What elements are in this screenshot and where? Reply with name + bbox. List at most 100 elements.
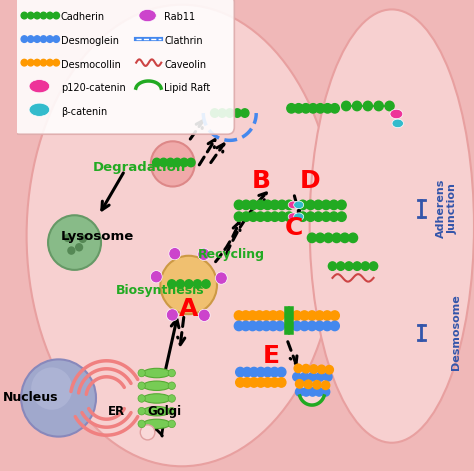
Circle shape bbox=[263, 200, 272, 210]
Text: Desmocollin: Desmocollin bbox=[61, 59, 121, 70]
Circle shape bbox=[48, 215, 101, 270]
Circle shape bbox=[270, 212, 279, 221]
Circle shape bbox=[302, 365, 310, 373]
Circle shape bbox=[75, 243, 83, 252]
Circle shape bbox=[323, 311, 332, 320]
Circle shape bbox=[198, 309, 210, 321]
Circle shape bbox=[340, 233, 349, 243]
Ellipse shape bbox=[29, 103, 50, 116]
Circle shape bbox=[309, 388, 317, 396]
Circle shape bbox=[160, 256, 217, 314]
Circle shape bbox=[292, 321, 301, 331]
Circle shape bbox=[166, 158, 174, 167]
Circle shape bbox=[309, 104, 318, 113]
Circle shape bbox=[302, 388, 310, 396]
Circle shape bbox=[330, 104, 339, 113]
Circle shape bbox=[298, 200, 307, 210]
Circle shape bbox=[256, 200, 265, 210]
Circle shape bbox=[159, 158, 168, 167]
Text: Desmosome: Desmosome bbox=[451, 294, 461, 370]
Circle shape bbox=[34, 59, 40, 66]
Circle shape bbox=[241, 109, 249, 117]
Circle shape bbox=[307, 233, 317, 243]
Circle shape bbox=[53, 59, 59, 66]
Circle shape bbox=[325, 365, 333, 374]
Circle shape bbox=[337, 262, 345, 270]
Circle shape bbox=[316, 373, 324, 381]
Text: Recycling: Recycling bbox=[198, 248, 265, 261]
Circle shape bbox=[275, 311, 284, 320]
Circle shape bbox=[321, 381, 330, 390]
Circle shape bbox=[308, 321, 317, 331]
Text: Lipid Raft: Lipid Raft bbox=[164, 83, 211, 93]
Ellipse shape bbox=[143, 394, 171, 403]
Circle shape bbox=[262, 311, 271, 320]
Circle shape bbox=[270, 378, 279, 387]
Text: Nucleus: Nucleus bbox=[2, 391, 58, 404]
Circle shape bbox=[315, 311, 324, 320]
Circle shape bbox=[53, 36, 59, 42]
Circle shape bbox=[298, 212, 307, 221]
Circle shape bbox=[249, 367, 258, 377]
Circle shape bbox=[321, 200, 331, 210]
Circle shape bbox=[318, 365, 326, 374]
Ellipse shape bbox=[139, 9, 156, 22]
Circle shape bbox=[243, 378, 252, 387]
Circle shape bbox=[40, 12, 46, 19]
Circle shape bbox=[262, 321, 271, 331]
Circle shape bbox=[138, 382, 146, 390]
Circle shape bbox=[321, 388, 330, 396]
Circle shape bbox=[241, 200, 251, 210]
Text: β-catenin: β-catenin bbox=[61, 106, 107, 117]
Text: ER: ER bbox=[108, 406, 125, 418]
Circle shape bbox=[275, 321, 284, 331]
Circle shape bbox=[256, 212, 265, 221]
Ellipse shape bbox=[143, 406, 171, 416]
Circle shape bbox=[329, 200, 338, 210]
Circle shape bbox=[249, 200, 258, 210]
Circle shape bbox=[306, 200, 315, 210]
Circle shape bbox=[138, 407, 146, 415]
Circle shape bbox=[353, 262, 361, 270]
Circle shape bbox=[323, 104, 332, 113]
Circle shape bbox=[31, 367, 72, 410]
Circle shape bbox=[321, 212, 331, 221]
Text: Degradation: Degradation bbox=[93, 161, 186, 173]
Circle shape bbox=[138, 395, 146, 402]
Circle shape bbox=[314, 200, 323, 210]
Circle shape bbox=[202, 280, 210, 288]
Circle shape bbox=[21, 59, 27, 66]
Circle shape bbox=[64, 234, 72, 242]
Circle shape bbox=[234, 212, 244, 221]
Circle shape bbox=[269, 321, 278, 331]
Circle shape bbox=[256, 378, 265, 387]
Circle shape bbox=[337, 200, 346, 210]
Circle shape bbox=[323, 321, 332, 331]
Circle shape bbox=[27, 12, 34, 19]
Circle shape bbox=[234, 200, 244, 210]
Circle shape bbox=[46, 36, 53, 42]
Circle shape bbox=[241, 321, 250, 331]
Circle shape bbox=[263, 212, 272, 221]
Circle shape bbox=[255, 311, 264, 320]
Circle shape bbox=[361, 262, 369, 270]
Circle shape bbox=[210, 109, 219, 117]
Circle shape bbox=[255, 321, 264, 331]
Circle shape bbox=[21, 12, 27, 19]
Circle shape bbox=[34, 36, 40, 42]
Circle shape bbox=[353, 101, 362, 111]
Circle shape bbox=[301, 373, 309, 381]
Ellipse shape bbox=[294, 201, 304, 209]
Circle shape bbox=[316, 233, 325, 243]
Circle shape bbox=[300, 321, 309, 331]
Circle shape bbox=[168, 407, 175, 415]
Circle shape bbox=[315, 388, 323, 396]
Circle shape bbox=[46, 12, 53, 19]
Circle shape bbox=[40, 36, 46, 42]
Circle shape bbox=[40, 59, 46, 66]
Text: A: A bbox=[179, 297, 198, 320]
Circle shape bbox=[298, 378, 326, 406]
Circle shape bbox=[34, 12, 40, 19]
Circle shape bbox=[277, 378, 286, 387]
Circle shape bbox=[138, 369, 146, 377]
